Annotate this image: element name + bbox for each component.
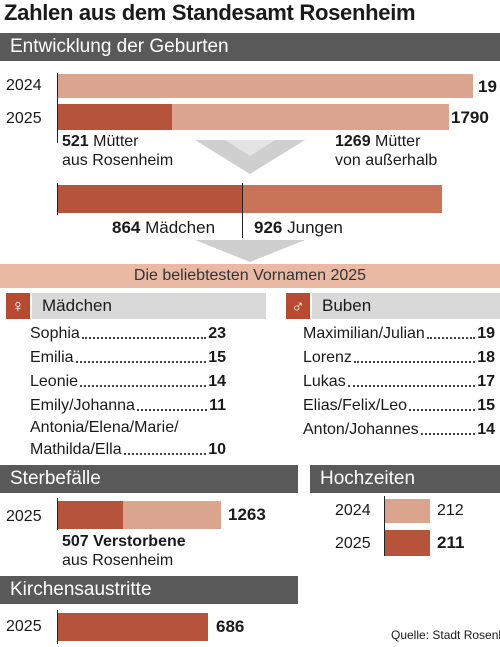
muetter-rosenheim-label: 521 Mütter aus Rosenheim <box>62 133 174 169</box>
list-item: Emily/Johanna 11 <box>30 394 226 418</box>
arrow-down-icon-2 <box>195 240 305 262</box>
list-item: Anton/Johannes 14 <box>303 418 495 442</box>
hochzeiten-year-2025: 2025 <box>335 535 371 552</box>
arrow-down-icon <box>195 140 305 174</box>
list-item: Sophia 23 <box>30 322 226 346</box>
hochzeiten-axis <box>384 496 385 556</box>
sterbefaelle-year: 2025 <box>6 508 42 525</box>
female-symbol-icon: ♀ <box>6 293 30 319</box>
list-item: Emilia 15 <box>30 346 226 370</box>
list-item: Maximilian/Julian 19 <box>303 322 495 346</box>
bar-maedchen <box>58 185 243 213</box>
list-item: Lorenz 18 <box>303 346 495 370</box>
bar-kirchenaustritte <box>58 613 208 641</box>
kirchenaustritte-axis <box>57 610 58 644</box>
value-geburten-2025: 1790 <box>451 108 489 127</box>
list-item: Elias/Felix/Leo 15 <box>303 394 495 418</box>
list-item: Mathilda/Ella 10 <box>30 438 226 462</box>
value-hochzeiten-2025: 211 <box>437 533 465 552</box>
vornamen-heading: Die beliebtesten Vornamen 2025 <box>0 264 500 288</box>
sterbefaelle-axis <box>57 498 58 530</box>
list-item: Antonia/Elena/Marie/ <box>30 419 179 436</box>
value-kirchenaustritte: 686 <box>216 617 245 636</box>
source-note: Quelle: Stadt Rosenh <box>391 628 500 642</box>
muetter-ausserhalb-label: 1269 Mütter von außerhalb <box>335 133 438 169</box>
bar-geburten-2024 <box>58 74 473 98</box>
gender-split-line <box>242 183 243 238</box>
year-2024-label: 2024 <box>6 77 42 94</box>
hochzeiten-year-2024: 2024 <box>335 502 371 519</box>
bar-sterbefaelle-rosenheim <box>58 501 123 529</box>
geburten-axis <box>57 73 58 143</box>
list-item: Leonie 14 <box>30 370 226 394</box>
buben-heading: Buben <box>312 293 500 319</box>
kirchenaustritte-year: 2025 <box>6 618 42 635</box>
gender-axis <box>57 183 58 215</box>
sterbefaelle-heading: Sterbefälle <box>0 465 298 493</box>
list-item: Lukas 17 <box>303 370 495 394</box>
buben-list: Maximilian/Julian 19 Lorenz 18 Lukas 17 Eli… <box>303 322 495 442</box>
maedchen-label: 864 Mädchen <box>112 218 216 237</box>
verstorbene-label: 507 Verstorbene aus Rosenheim <box>62 533 186 569</box>
page-title: Zahlen aus dem Standesamt Rosenheim <box>4 0 416 25</box>
value-hochzeiten-2024: 212 <box>437 502 464 519</box>
bar-jungen <box>243 185 442 213</box>
value-sterbefaelle: 1263 <box>228 505 266 524</box>
bar-hochzeiten-2024 <box>385 499 430 523</box>
jungen-label: 926 Jungen <box>254 218 343 237</box>
bar-hochzeiten-2025 <box>385 530 430 556</box>
maedchen-list: Sophia 23 Emilia 15 Leonie 14 Emily/Johanna… <box>30 322 226 462</box>
value-geburten-2024: 19 <box>478 77 497 96</box>
geburten-heading: Entwicklung der Geburten <box>0 33 500 61</box>
bar-geburten-2025-rosenheim <box>58 104 172 130</box>
kirchenaustritte-heading: Kirchensaustritte <box>0 576 298 604</box>
year-2025-label: 2025 <box>6 110 42 127</box>
hochzeiten-heading: Hochzeiten <box>310 465 500 493</box>
male-symbol-icon: ♂ <box>286 293 310 319</box>
maedchen-heading: Mädchen <box>32 293 266 319</box>
